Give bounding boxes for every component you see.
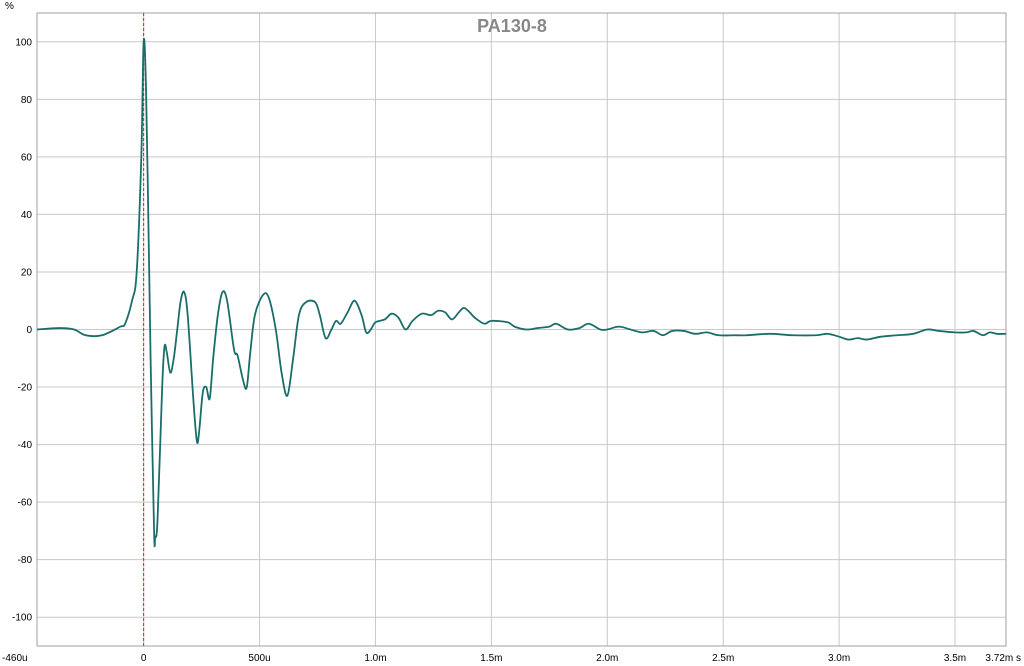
chart-title: PA130-8 (477, 16, 547, 36)
y-tick-label: 40 (21, 210, 33, 221)
x-tick-label: 2.5m (712, 653, 734, 664)
y-tick-label: -100 (12, 613, 32, 624)
y-tick-label: -80 (18, 555, 33, 566)
impulse-series-line (36, 38, 1007, 548)
x-tick-label: 3.0m (828, 653, 850, 664)
y-axis-ticks: 100 80 60 40 20 0 -20 -40 -60 -80 -100 (12, 37, 32, 623)
y-tick-label: -60 (18, 498, 33, 509)
x-tick-label: -460u (2, 653, 28, 664)
x-tick-label: 3.72m s (985, 653, 1021, 664)
y-axis-unit-label: % (5, 1, 14, 12)
y-tick-label: 0 (26, 325, 32, 336)
x-axis-ticks: -460u 0 500u 1.0m 1.5m 2.0m 2.5m 3.0m 3.5m 3.72m … (2, 653, 1021, 664)
x-tick-label: 2.0m (596, 653, 618, 664)
y-tick-label: 60 (21, 152, 33, 163)
x-tick-label: 500u (248, 653, 270, 664)
y-tick-label: 100 (15, 37, 32, 48)
y-tick-label: 20 (21, 267, 33, 278)
x-tick-label: 3.5m (944, 653, 966, 664)
x-tick-label: 1.5m (480, 653, 502, 664)
y-tick-label: -40 (18, 440, 33, 451)
y-tick-label: 80 (21, 95, 33, 106)
y-tick-label: -20 (18, 383, 33, 394)
x-tick-label: 1.0m (364, 653, 386, 664)
x-tick-label: 0 (141, 653, 147, 664)
